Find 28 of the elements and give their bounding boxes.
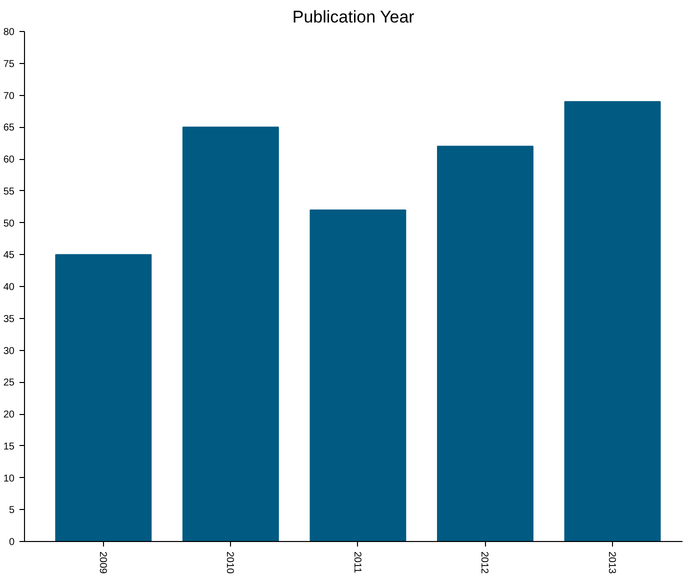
- y-tick-label: 25: [3, 378, 15, 389]
- y-tick-label: 75: [3, 58, 15, 70]
- y-tick-label: 55: [3, 186, 15, 198]
- y-tick-label: 80: [3, 27, 15, 38]
- y-tick-label: 60: [3, 154, 15, 166]
- bar: [182, 126, 279, 542]
- y-tick-label: 20: [3, 410, 15, 420]
- y-tick-label: 35: [3, 314, 15, 325]
- y-tick-label: 10: [3, 473, 15, 484]
- y-tick-label: 45: [3, 250, 15, 262]
- x-tick-label: 2011: [351, 552, 362, 574]
- bar: [437, 146, 534, 542]
- x-tick-label: 2013: [606, 552, 617, 574]
- y-tick-label: 65: [3, 122, 15, 134]
- bar: [310, 210, 406, 542]
- chart-title: Publication Year: [292, 8, 415, 26]
- y-tick-label: 70: [3, 90, 15, 102]
- x-tick-label: 2009: [96, 552, 108, 574]
- bar: [55, 254, 152, 542]
- bar: [564, 101, 661, 542]
- y-tick-label: 5: [8, 505, 15, 516]
- y-tick-label: 15: [3, 441, 15, 452]
- x-tick-label: 2010: [224, 552, 236, 574]
- y-tick-label: 30: [3, 346, 15, 357]
- y-tick-label: 50: [3, 218, 15, 230]
- y-tick-label: 0: [8, 537, 15, 548]
- y-tick-label: 40: [3, 282, 15, 293]
- x-tick-label: 2012: [478, 552, 490, 574]
